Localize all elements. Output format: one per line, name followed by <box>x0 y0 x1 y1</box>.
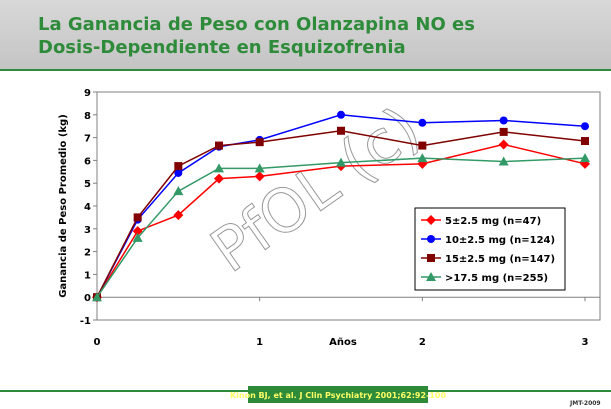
marker <box>336 157 346 167</box>
y-tick-label: 6 <box>84 156 91 167</box>
marker <box>417 153 428 163</box>
marker <box>498 156 509 166</box>
marker <box>214 163 224 173</box>
marker <box>426 215 436 225</box>
marker <box>173 210 184 221</box>
marker <box>173 186 184 196</box>
y-tick-label: 7 <box>84 134 91 145</box>
marker <box>337 110 345 119</box>
footnote: Kinon BJ, et al. J Clin Psychiatry 2001;… <box>230 391 447 400</box>
y-tick-label: -1 <box>80 316 91 327</box>
marker <box>499 116 508 125</box>
marker <box>580 153 590 163</box>
marker <box>581 122 589 131</box>
marker <box>132 226 143 237</box>
y-axis-label: Ganancia de Peso Promedio (kg) <box>58 114 69 298</box>
marker <box>418 118 427 127</box>
marker <box>254 163 265 173</box>
legend-label: 15±2.5 mg (n=147) <box>445 254 555 265</box>
y-tick-label: 5 <box>84 179 91 190</box>
legend-label: 5±2.5 mg (n=47) <box>445 216 541 227</box>
marker <box>427 254 435 262</box>
marker <box>215 141 223 150</box>
marker <box>418 141 427 150</box>
y-tick-label: 9 <box>84 88 91 99</box>
y-tick-label: 8 <box>84 111 91 122</box>
x-tick-label: 2 <box>419 337 426 348</box>
marker <box>133 213 142 222</box>
marker <box>426 272 436 281</box>
legend-label: >17.5 mg (n=255) <box>445 273 548 284</box>
marker <box>174 168 183 177</box>
x-tick-label: 3 <box>582 337 589 348</box>
marker <box>427 235 435 243</box>
header-band <box>0 0 611 70</box>
title-line: Dosis-Dependiente en Esquizofrenia <box>38 37 406 58</box>
marker <box>581 137 589 146</box>
y-tick-label: 0 <box>84 293 91 304</box>
marker <box>214 173 224 184</box>
marker <box>174 162 183 171</box>
y-tick-label: 4 <box>84 202 91 213</box>
x-axis-label: Años <box>329 337 357 348</box>
footnote-box <box>248 386 428 403</box>
marker <box>92 292 102 302</box>
marker <box>337 126 345 135</box>
marker <box>499 127 508 136</box>
legend-label: 10±2.5 mg (n=124) <box>445 235 555 246</box>
x-tick-label: 0 <box>94 337 101 348</box>
y-tick-label: 2 <box>84 248 91 259</box>
credit: JMT-2009 <box>569 400 601 407</box>
y-tick-label: 1 <box>84 270 91 281</box>
y-tick-label: 3 <box>84 225 91 236</box>
title-line: La Ganancia de Peso con Olanzapina NO es <box>38 14 475 35</box>
marker <box>132 232 143 242</box>
marker <box>255 138 264 147</box>
marker <box>498 139 509 150</box>
x-tick-label: 1 <box>256 337 263 348</box>
marker <box>254 171 265 182</box>
